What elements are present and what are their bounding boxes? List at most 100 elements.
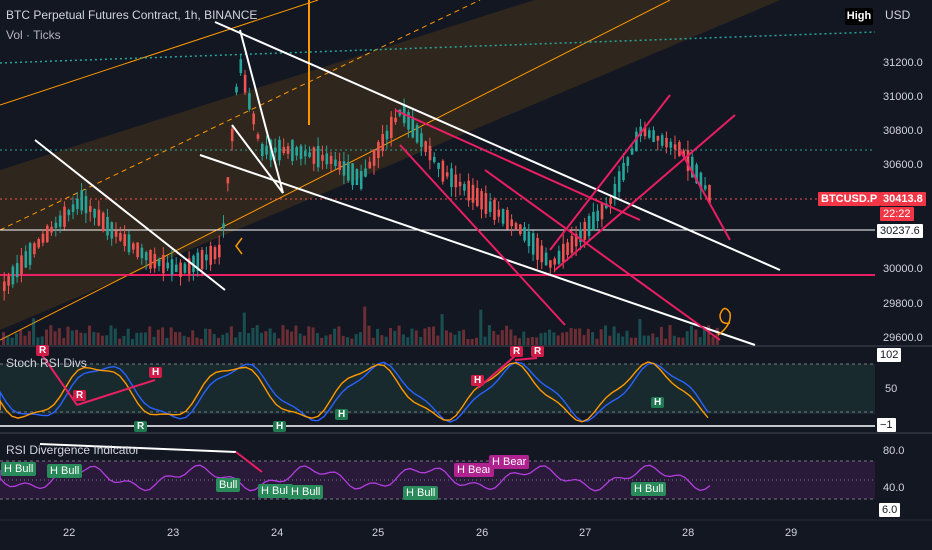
volume-bar bbox=[333, 328, 337, 345]
candle-body bbox=[106, 216, 109, 236]
volume-bar bbox=[285, 329, 289, 345]
volume-bar bbox=[92, 332, 96, 345]
time-tick: 27 bbox=[579, 527, 592, 539]
volume-indicator-label[interactable]: Vol · Ticks bbox=[6, 28, 61, 42]
candle-body bbox=[248, 93, 251, 110]
volume-bar bbox=[354, 334, 358, 345]
time-tick: 22 bbox=[63, 527, 76, 539]
candle-body bbox=[321, 154, 324, 161]
currency-label[interactable]: USD bbox=[885, 8, 911, 22]
volume-bar bbox=[608, 335, 612, 345]
volume-bar bbox=[599, 329, 603, 345]
volume-bar bbox=[500, 330, 504, 345]
candle-body bbox=[136, 242, 139, 258]
volume-bar bbox=[143, 332, 147, 345]
candle-body bbox=[407, 112, 410, 130]
volume-bar bbox=[483, 336, 487, 345]
volume-bar bbox=[96, 332, 100, 345]
volume-bar bbox=[174, 332, 177, 345]
candle-body bbox=[11, 266, 15, 285]
volume-bar bbox=[341, 335, 345, 345]
volume-bar bbox=[337, 326, 341, 345]
candle-body bbox=[652, 130, 655, 143]
rsi-hidden-bull-badge: H Bull bbox=[403, 486, 439, 500]
volume-bar bbox=[677, 337, 681, 345]
channel-lower-line bbox=[0, 0, 671, 341]
volume-bar bbox=[612, 326, 616, 345]
volume-bar bbox=[328, 334, 332, 345]
time-tick: 23 bbox=[167, 527, 180, 539]
candle-body bbox=[355, 169, 359, 185]
trendline bbox=[199, 154, 756, 346]
candle-body bbox=[338, 161, 341, 170]
volume-bar bbox=[350, 338, 354, 345]
high-low-button[interactable]: High bbox=[845, 8, 873, 25]
candle-body bbox=[600, 202, 604, 220]
stoch-axis-mid: 50 bbox=[885, 383, 898, 395]
candle-body bbox=[428, 145, 432, 161]
volume-bar bbox=[315, 333, 319, 345]
stoch-panel-title[interactable]: Stoch RSI Divs bbox=[6, 356, 87, 370]
volume-bar bbox=[397, 325, 401, 345]
volume-bar bbox=[548, 329, 552, 345]
stoch-bear-marker: R bbox=[531, 346, 545, 357]
candle-body bbox=[660, 135, 664, 146]
candle-body bbox=[441, 160, 445, 182]
volume-bar bbox=[479, 309, 483, 345]
candle-body bbox=[531, 233, 535, 255]
candle-body bbox=[162, 254, 165, 274]
volume-bar bbox=[260, 332, 263, 345]
candle-body bbox=[630, 148, 634, 155]
volume-bar bbox=[208, 328, 212, 345]
candle-body bbox=[549, 260, 552, 268]
volume-bar bbox=[70, 330, 74, 345]
candle-body bbox=[308, 152, 311, 157]
volume-bar bbox=[410, 328, 414, 345]
candle-body bbox=[562, 243, 565, 263]
volume-bar bbox=[664, 338, 668, 345]
magenta-trendline bbox=[394, 109, 641, 221]
candle-body bbox=[570, 236, 574, 253]
candle-body bbox=[37, 239, 40, 248]
volume-bar bbox=[204, 328, 208, 345]
candle-body bbox=[97, 209, 101, 226]
candle-body bbox=[635, 131, 638, 152]
stoch-axis-top: 102 bbox=[877, 348, 902, 362]
trendline bbox=[214, 21, 781, 271]
volume-bar bbox=[247, 333, 251, 345]
candle-body bbox=[411, 116, 415, 138]
candle-body bbox=[226, 177, 230, 184]
candle-body bbox=[312, 147, 316, 164]
chart-title[interactable]: BTC Perpetual Futures Contract, 1h, BINA… bbox=[6, 8, 258, 22]
candle-body bbox=[166, 262, 169, 269]
candle-body bbox=[691, 156, 694, 178]
candle-body bbox=[385, 130, 389, 140]
candle-body bbox=[213, 247, 217, 260]
candle-body bbox=[58, 215, 62, 227]
candle-body bbox=[506, 209, 509, 230]
candle-body bbox=[175, 264, 178, 272]
rsi-axis-6: 6.0 bbox=[879, 503, 901, 517]
volume-bar bbox=[225, 332, 229, 345]
dotted-trend-line bbox=[0, 31, 876, 64]
volume-bar bbox=[582, 335, 586, 345]
price-tick-29800: 29800.0 bbox=[883, 298, 923, 310]
volume-bar bbox=[384, 336, 388, 345]
candle-body bbox=[334, 159, 337, 166]
volume-bar bbox=[376, 328, 380, 345]
candle-body bbox=[579, 229, 582, 243]
stoch-d-line bbox=[0, 361, 709, 423]
rsi-hidden-bull-badge: H Bull bbox=[47, 464, 83, 478]
volume-bar bbox=[462, 329, 466, 345]
rsi-panel-title[interactable]: RSI Divergence Indicator bbox=[6, 443, 140, 457]
candle-body bbox=[394, 117, 397, 123]
candle-body bbox=[149, 249, 152, 269]
volume-bar bbox=[234, 337, 238, 345]
time-tick: 29 bbox=[785, 527, 798, 539]
candle-body bbox=[187, 258, 191, 274]
stoch-band bbox=[0, 364, 875, 414]
stoch-bull-marker: H bbox=[335, 409, 349, 420]
candle-body bbox=[445, 172, 449, 177]
price-tick-31000: 31000.0 bbox=[883, 91, 923, 103]
